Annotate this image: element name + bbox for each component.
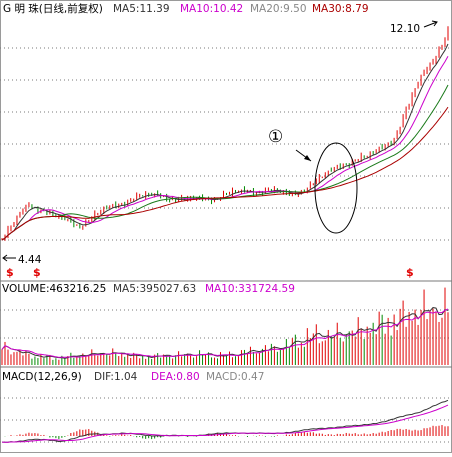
macd-value: MACD:0.47	[206, 371, 264, 383]
price-ma-line	[1, 106, 449, 241]
volume-ma5: MA5:395027.63	[113, 283, 196, 295]
price-grid	[0, 47, 452, 241]
macd-dea: DEA:0.80	[151, 371, 200, 383]
high-price-label: 12.10	[390, 23, 420, 35]
low-arrow-icon	[2, 254, 16, 262]
price-ma-line	[1, 84, 449, 241]
volume-ma-line	[1, 308, 449, 358]
macd-dea-line	[1, 404, 449, 443]
signal-marker: $	[406, 266, 414, 279]
price-moving-averages	[1, 43, 449, 241]
low-price-label: 4.44	[18, 254, 42, 266]
header-ma30: MA30:8.79	[312, 3, 369, 15]
high-arrow-icon	[423, 20, 438, 28]
volume-grid	[0, 309, 452, 339]
header-ma20: MA20:9.50	[250, 3, 307, 15]
circle-marker-label: ①	[268, 127, 283, 147]
volume-ma10: MA10:331724.59	[205, 283, 295, 295]
macd-grid	[0, 397, 452, 443]
macd-dif: DIF:1.04	[94, 371, 138, 383]
stock-label: G 明 珠(日线,前复权)	[3, 2, 103, 15]
volume-label: VOLUME:463216.25	[2, 283, 106, 295]
highlight-ellipse	[314, 142, 358, 234]
header-ma5: MA5:11.39	[113, 3, 170, 15]
volume-moving-averages	[1, 307, 449, 359]
macd-label: MACD(12,26,9)	[2, 371, 82, 383]
header-ma10: MA10:10.42	[180, 3, 243, 15]
macd-dif-line	[1, 399, 449, 443]
signal-marker: $	[33, 266, 41, 279]
pointer-arrow-icon	[295, 149, 312, 162]
macd-lines	[1, 399, 449, 443]
signal-marker: $	[6, 266, 14, 279]
